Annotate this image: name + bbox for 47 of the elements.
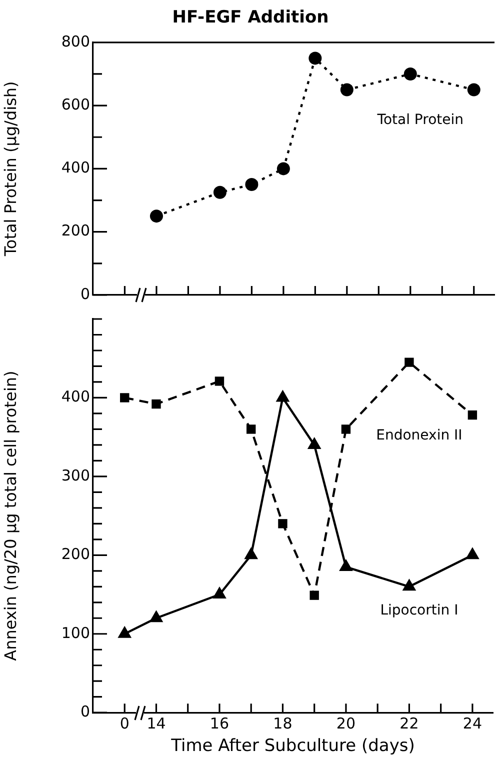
y-tick-label: 300 — [61, 466, 90, 484]
series-label: Endonexin II — [376, 427, 462, 444]
point — [278, 519, 288, 528]
point — [120, 393, 130, 402]
point — [341, 424, 351, 434]
y-tick-label: 400 — [61, 158, 90, 177]
y-tick-label: 600 — [61, 95, 90, 114]
chart-title: HF-EGF Addition — [172, 8, 329, 28]
point — [467, 83, 480, 96]
point — [340, 83, 354, 96]
point — [245, 178, 258, 191]
y-tick-label: 0 — [80, 284, 90, 303]
x-tick-label: 22 — [400, 714, 419, 732]
point — [308, 52, 322, 65]
point — [404, 67, 417, 80]
point — [214, 376, 224, 386]
point — [402, 578, 416, 591]
point — [118, 626, 132, 638]
y-tick-label: 400 — [61, 388, 90, 406]
y-tick-label: 200 — [61, 545, 90, 564]
series-label: Lipocortin I — [380, 602, 458, 619]
y-tick-label: 100 — [61, 624, 90, 642]
x-tick-label: 18 — [273, 714, 292, 732]
y-tick-label: 0 — [80, 702, 90, 720]
point — [150, 210, 163, 223]
x-tick-label: 14 — [146, 714, 166, 732]
x-tick-label: 16 — [210, 714, 230, 732]
point — [404, 358, 414, 367]
point — [212, 586, 226, 599]
point — [466, 547, 480, 560]
x-tick-label: 0 — [120, 714, 130, 732]
x-axis-title: Time After Subculture (days) — [170, 736, 415, 756]
x-tick-label: 20 — [336, 714, 356, 732]
x-tick-label: 24 — [462, 714, 482, 732]
point — [246, 424, 256, 434]
point — [149, 610, 164, 622]
series-label: Total Protein — [376, 112, 464, 128]
point — [468, 410, 478, 420]
point — [152, 399, 161, 409]
y-tick-label: 200 — [61, 222, 90, 240]
point — [244, 547, 258, 560]
y-tick-label: 800 — [61, 32, 90, 50]
point — [213, 186, 226, 199]
y-axis-title: Annexin (ng/20 µg total cell protein) — [0, 370, 20, 661]
y-axis-title: Total Protein (µg/dish) — [0, 81, 20, 258]
point — [339, 558, 353, 571]
point — [276, 162, 290, 176]
